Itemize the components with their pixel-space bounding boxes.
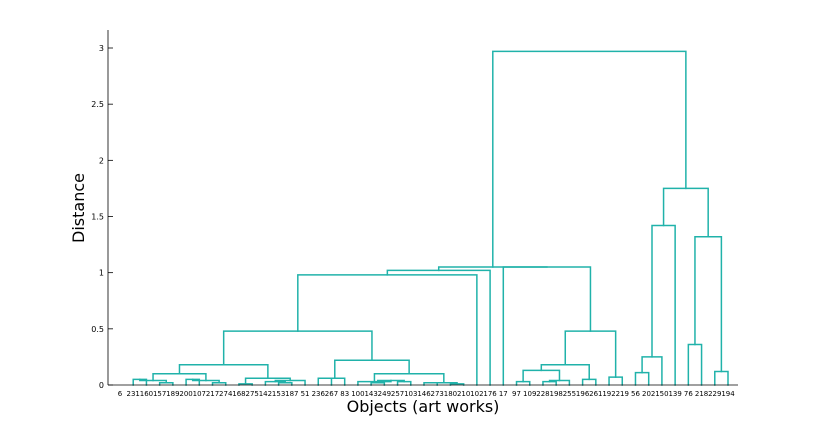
- leaf-label: 236: [312, 390, 326, 398]
- dendrogram-link: [324, 377, 346, 386]
- leaf-label: 219: [616, 390, 629, 398]
- leaf-label: 249: [378, 390, 391, 398]
- y-tick-label: 1: [99, 269, 104, 278]
- dendrogram-link: [502, 266, 592, 386]
- leaf-label: 153: [272, 390, 285, 398]
- leaf-label: 146: [417, 390, 431, 398]
- dendrogram-link: [714, 370, 729, 386]
- leaf-label: 228: [536, 390, 549, 398]
- dendrogram-link: [540, 364, 590, 381]
- leaf-label: 160: [140, 390, 153, 398]
- leaf-label: 157: [153, 390, 166, 398]
- y-axis-title: Distance: [69, 173, 88, 243]
- dendrogram-link: [581, 378, 597, 386]
- leaf-label: 189: [166, 390, 179, 398]
- dendrogram-link: [437, 266, 548, 272]
- dendrogram-link: [386, 269, 491, 386]
- leaf-label: 194: [721, 390, 735, 398]
- leaf-label: 139: [668, 390, 681, 398]
- x-axis-title: Objects (art works): [347, 397, 500, 416]
- dendrogram-link: [297, 274, 478, 386]
- leaf-label: 187: [285, 390, 298, 398]
- leaf-label: 196: [576, 390, 590, 398]
- leaf-label: 267: [325, 390, 338, 398]
- dendrogram-link: [651, 224, 676, 386]
- leaf-label: 76: [684, 390, 693, 398]
- y-tick-label: 2.5: [91, 100, 104, 109]
- leaf-label: 100: [351, 390, 364, 398]
- leaf-label: 97: [512, 390, 521, 398]
- leaf-label: 255: [563, 390, 576, 398]
- leaf-label: 83: [340, 390, 349, 398]
- y-axis-ticks: 0 0.5 1 1.5 2 2.5 3: [91, 44, 113, 390]
- dendrogram-links: [132, 50, 729, 386]
- y-tick-label: 2: [99, 156, 104, 165]
- dendrogram-link: [694, 235, 723, 373]
- leaf-label: 56: [631, 390, 640, 398]
- leaf-label: 143: [364, 390, 377, 398]
- leaf-label: 51: [301, 390, 310, 398]
- dendrogram-link: [317, 377, 333, 386]
- leaf-label: 17: [499, 390, 508, 398]
- leaf-label: 168: [232, 390, 245, 398]
- leaf-label: 103: [404, 390, 417, 398]
- dendrogram-link: [662, 187, 709, 238]
- leaf-label: 273: [431, 390, 444, 398]
- dendrogram-link: [641, 356, 663, 386]
- leaf-label: 180: [444, 390, 457, 398]
- leaf-label: 202: [642, 390, 655, 398]
- leaf-label: 109: [523, 390, 536, 398]
- y-tick-label: 3: [99, 44, 104, 53]
- leaf-label: 229: [708, 390, 721, 398]
- leaf-label: 210: [457, 390, 470, 398]
- dendrogram-link: [334, 359, 410, 380]
- dendrogram-link: [564, 330, 617, 378]
- leaf-label: 150: [655, 390, 668, 398]
- leaf-label: 198: [549, 390, 562, 398]
- leaf-label: 176: [483, 390, 497, 398]
- x-axis-tick-labels: 6 231 160 157 189 200 107 217 274 168 275 142 153 187…: [118, 390, 735, 398]
- y-tick-label: 0: [99, 381, 104, 390]
- leaf-label: 142: [259, 390, 272, 398]
- leaf-label: 107: [193, 390, 206, 398]
- dendrogram-link: [178, 364, 269, 380]
- leaf-label: 217: [206, 390, 219, 398]
- leaf-label: 257: [391, 390, 404, 398]
- dendrogram-link: [608, 376, 624, 386]
- y-tick-label: 0.5: [91, 325, 104, 334]
- dendrogram-link: [634, 371, 650, 386]
- leaf-label: 274: [219, 390, 233, 398]
- y-tick-label: 1.5: [91, 213, 104, 222]
- leaf-label: 261: [589, 390, 602, 398]
- dendrogram-link: [492, 50, 687, 268]
- leaf-label: 231: [127, 390, 140, 398]
- leaf-label: 275: [245, 390, 258, 398]
- leaf-label: 6: [118, 390, 123, 398]
- leaf-label: 200: [179, 390, 192, 398]
- leaf-label: 218: [695, 390, 708, 398]
- leaf-label: 192: [602, 390, 615, 398]
- dendrogram-link: [687, 343, 703, 386]
- leaf-label: 102: [470, 390, 483, 398]
- dendrogram-link: [429, 382, 458, 385]
